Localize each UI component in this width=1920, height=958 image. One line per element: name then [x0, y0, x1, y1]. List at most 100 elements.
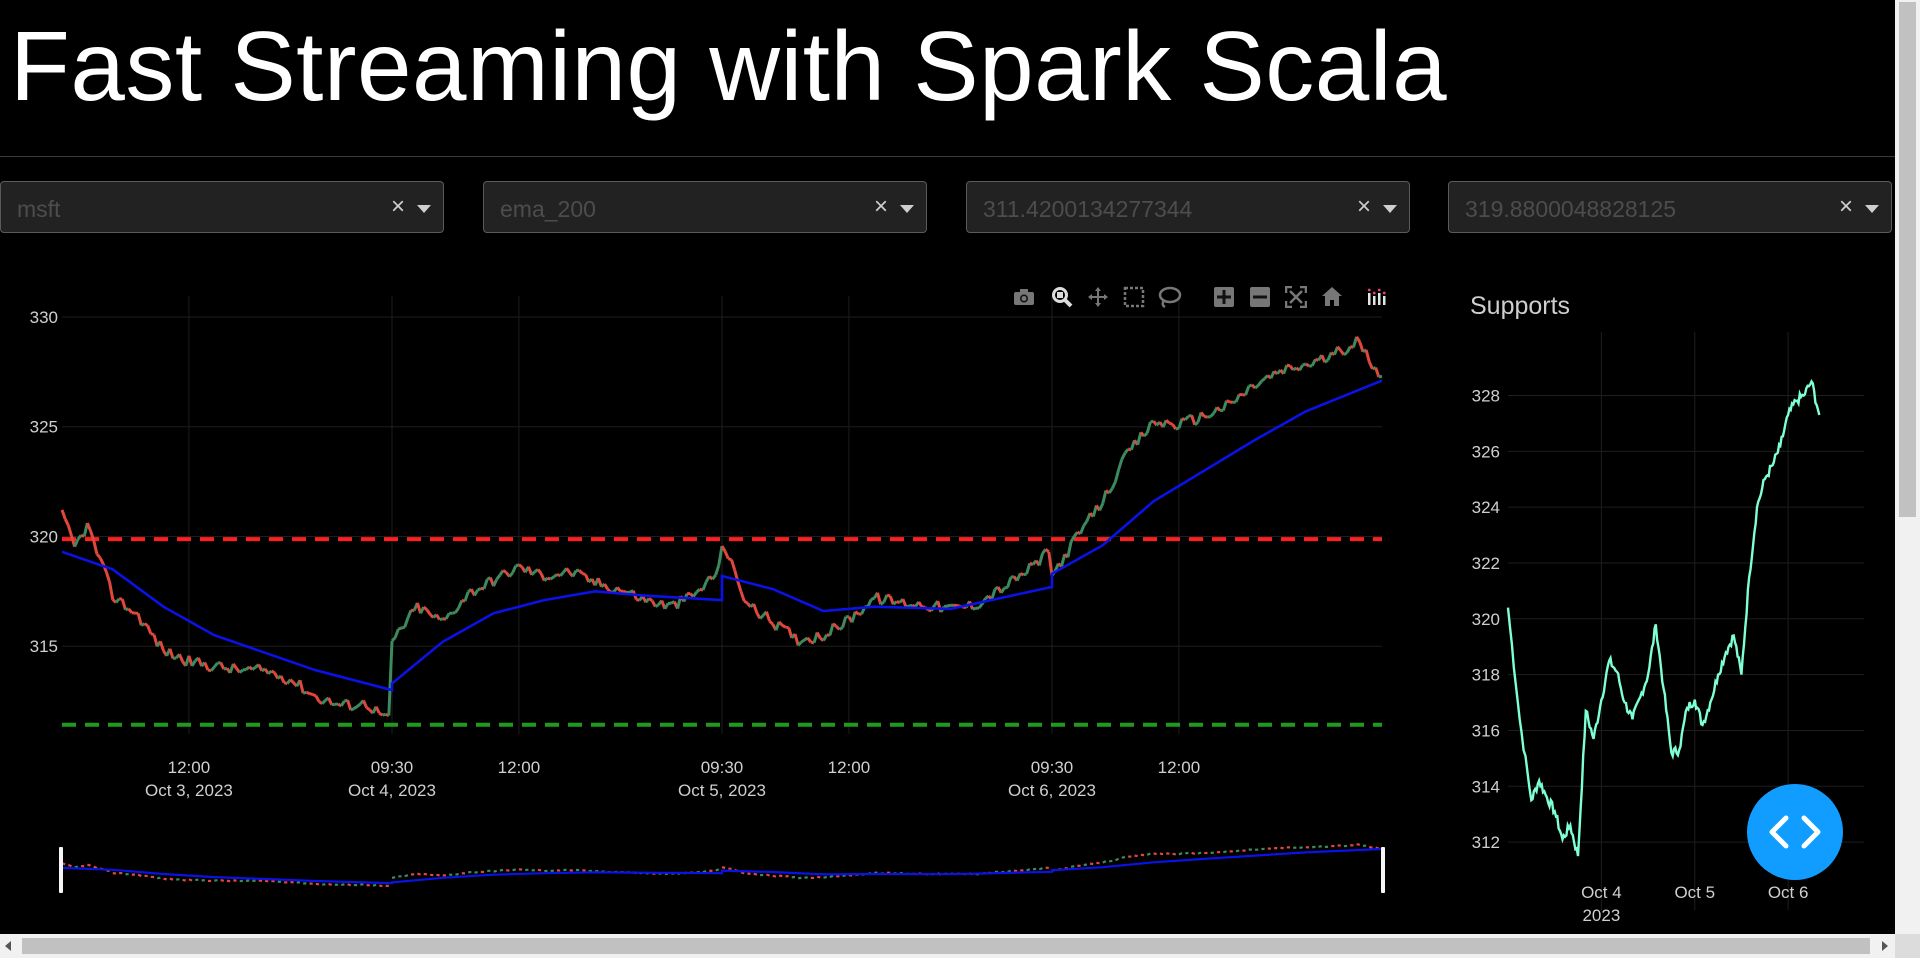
- price-segment: [477, 587, 482, 592]
- scrollbar-thumb[interactable]: [1899, 2, 1916, 517]
- price-segment: [403, 617, 410, 628]
- price-segment: [125, 607, 130, 612]
- price-segment: [1006, 576, 1013, 588]
- y-tick-label: 318: [1472, 666, 1500, 685]
- price-segment: [1207, 415, 1211, 419]
- resistance-level-dropdown[interactable]: 319.8800048828125 ×: [1448, 181, 1892, 233]
- slider-price-segment: [1178, 852, 1183, 856]
- price-segment: [298, 679, 305, 694]
- price-segment: [896, 600, 901, 604]
- ema-line: [61, 379, 1383, 692]
- slider-price-segment: [315, 882, 320, 886]
- price-segment: [168, 648, 175, 659]
- symbol-dropdown[interactable]: msft ×: [0, 181, 444, 233]
- price-segment: [1302, 362, 1307, 367]
- price-segment: [739, 591, 746, 602]
- pan-icon[interactable]: [1084, 283, 1112, 311]
- indicator-dropdown[interactable]: ema_200 ×: [483, 181, 927, 233]
- price-segment: [1181, 417, 1186, 422]
- price-segment: [835, 625, 841, 631]
- zoom-out-icon[interactable]: [1246, 283, 1274, 311]
- slider-price-segment: [512, 868, 517, 872]
- embed-code-button[interactable]: [1747, 784, 1843, 880]
- price-segment: [1136, 431, 1143, 446]
- price-chart[interactable]: 315 320 325 330 12:00 Oct 3, 2023 09:30 Oct 4,…: [0, 270, 1420, 900]
- price-segment: [571, 569, 578, 578]
- slider-price-segment: [341, 883, 345, 886]
- slider-price-segment: [74, 865, 79, 869]
- slider-price-segment: [1146, 852, 1151, 856]
- slider-price-segment: [1038, 867, 1043, 871]
- chevron-down-icon[interactable]: [417, 205, 431, 213]
- price-segment: [765, 611, 772, 622]
- price-segment: [127, 607, 133, 614]
- price-segment: [901, 598, 908, 608]
- price-segment: [120, 598, 127, 611]
- price-segment: [1345, 345, 1352, 354]
- price-segment: [1073, 531, 1079, 538]
- price-segment: [1107, 487, 1114, 494]
- price-segment: [946, 603, 951, 608]
- price-segment: [108, 581, 115, 600]
- price-segment: [1019, 572, 1024, 577]
- slider-price-segment: [493, 869, 497, 873]
- zoom-in-icon[interactable]: [1210, 283, 1238, 311]
- scroll-left-icon[interactable]: [5, 941, 11, 951]
- clear-icon[interactable]: ×: [873, 193, 888, 220]
- chevron-down-icon[interactable]: [1865, 205, 1879, 213]
- lasso-select-icon[interactable]: [1156, 283, 1184, 311]
- price-segment: [1117, 459, 1124, 471]
- slider-price-segment: [823, 875, 827, 879]
- price-chart-x-axis: 12:00 Oct 3, 2023 09:30 Oct 4, 2023 12:00 09:…: [145, 758, 1200, 800]
- price-segment: [892, 600, 898, 606]
- range-handle-right: [1381, 847, 1385, 893]
- price-segment: [1324, 358, 1329, 364]
- price-segment: [305, 690, 311, 695]
- chevron-down-icon[interactable]: [900, 205, 914, 213]
- price-segment: [114, 597, 121, 604]
- price-segment: [451, 611, 456, 615]
- slider-price-segment: [417, 872, 421, 876]
- box-select-icon[interactable]: [1120, 283, 1148, 311]
- price-segment: [876, 592, 883, 605]
- price-segment: [66, 525, 73, 537]
- supports-chart-plot[interactable]: [1506, 379, 1821, 857]
- chevron-down-icon[interactable]: [1383, 205, 1397, 213]
- slider-price-segment: [328, 882, 332, 886]
- price-segment: [536, 568, 543, 575]
- reset-axes-icon[interactable]: [1318, 283, 1346, 311]
- scroll-right-icon[interactable]: [1882, 941, 1888, 951]
- autoscale-icon[interactable]: [1282, 283, 1310, 311]
- plotly-logo-icon[interactable]: [1362, 283, 1390, 311]
- range-handle-left: [59, 847, 63, 893]
- slider-price-segment: [1115, 857, 1120, 862]
- price-segment: [695, 588, 701, 594]
- price-segment: [882, 594, 889, 603]
- horizontal-scrollbar[interactable]: [0, 934, 1895, 958]
- price-segment: [1367, 361, 1374, 370]
- price-segment: [623, 589, 628, 595]
- x-tick-sublabel: Oct 3, 2023: [145, 781, 233, 800]
- x-tick-label: 12:00: [1158, 758, 1201, 777]
- camera-icon[interactable]: [1010, 283, 1038, 311]
- price-segment: [356, 702, 362, 708]
- slider-ema-line: [61, 847, 1383, 885]
- clear-icon[interactable]: ×: [1356, 193, 1371, 220]
- slider-price-segment: [188, 878, 193, 882]
- range-slider[interactable]: [59, 843, 1385, 893]
- support-level-dropdown[interactable]: 311.4200134277344 ×: [966, 181, 1410, 233]
- price-segment: [717, 545, 724, 566]
- price-segment: [1110, 481, 1117, 490]
- clear-icon[interactable]: ×: [390, 193, 405, 220]
- price-chart-plot[interactable]: [60, 336, 1383, 727]
- clear-icon[interactable]: ×: [1838, 193, 1853, 220]
- zoom-icon[interactable]: [1048, 283, 1076, 311]
- supports-chart-title: Supports: [1470, 292, 1571, 320]
- scrollbar-thumb[interactable]: [22, 938, 1870, 954]
- y-tick-label: 314: [1472, 777, 1500, 796]
- price-segment: [238, 668, 244, 674]
- price-segment: [1082, 520, 1089, 527]
- price-segment: [736, 581, 743, 593]
- vertical-scrollbar[interactable]: [1895, 0, 1920, 934]
